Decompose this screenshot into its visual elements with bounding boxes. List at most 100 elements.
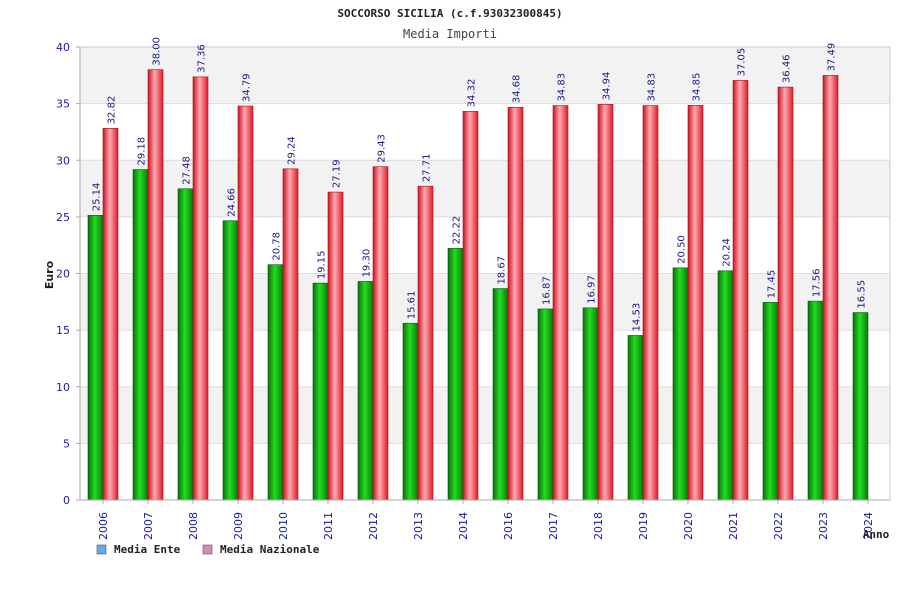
bar-value-label-media-ente: 20.50 xyxy=(677,235,688,264)
bar-value-label-media-nazionale: 38.00 xyxy=(152,37,163,66)
x-tick-label: 2020 xyxy=(682,512,695,540)
bar-value-label-media-ente: 14.53 xyxy=(632,303,643,332)
background-band xyxy=(80,47,890,104)
y-tick-label: 35 xyxy=(56,98,70,111)
bar-media-nazionale xyxy=(327,191,344,501)
bar-media-nazionale xyxy=(237,105,254,501)
x-axis-ticks: 2006 2007 2008 2009 2010 2011 2012 2013 2014 2016… xyxy=(97,500,875,540)
x-tick-label: 2022 xyxy=(772,512,785,540)
bar-media-ente xyxy=(132,169,149,501)
bar-value-label-media-nazionale: 27.19 xyxy=(332,159,343,188)
bar-media-nazionale xyxy=(687,105,704,501)
bar-media-nazionale xyxy=(462,111,479,501)
bar-value-label-media-ente: 16.97 xyxy=(587,275,598,304)
bar-value-label-media-nazionale: 34.94 xyxy=(602,72,613,101)
x-tick-label: 2013 xyxy=(412,512,425,540)
x-axis-label: Anno xyxy=(863,528,890,541)
bar-media-ente xyxy=(447,248,464,501)
x-tick-label: 2006 xyxy=(97,512,110,540)
bar-media-ente xyxy=(627,335,644,501)
bar-media-nazionale xyxy=(597,104,614,501)
bar-media-ente xyxy=(672,267,689,501)
y-tick-label: 40 xyxy=(56,41,70,54)
bar-media-ente xyxy=(492,288,509,501)
y-axis-label: Euro xyxy=(43,260,56,289)
bar-value-label-media-ente: 27.48 xyxy=(182,156,193,185)
bar-value-label-media-nazionale: 32.82 xyxy=(107,96,118,125)
bar-value-label-media-ente: 16.55 xyxy=(857,280,868,309)
bar-value-label-media-nazionale: 34.83 xyxy=(557,73,568,102)
bar-media-ente xyxy=(852,312,869,501)
bar-value-label-media-nazionale: 34.83 xyxy=(647,73,658,102)
x-tick-label: 2021 xyxy=(727,512,740,540)
bar-media-ente xyxy=(537,308,554,501)
bar-value-label-media-nazionale: 37.36 xyxy=(197,44,208,73)
bar-value-label-media-nazionale: 29.43 xyxy=(377,134,388,163)
y-axis-ticks: 0 5 10 15 20 25 30 35 40 xyxy=(56,41,80,507)
bar-media-ente xyxy=(267,264,284,501)
bar-media-ente xyxy=(222,220,239,501)
bar-value-label-media-ente: 25.14 xyxy=(92,183,103,212)
background-band xyxy=(80,386,890,444)
y-tick-label: 20 xyxy=(56,268,70,281)
bar-value-label-media-ente: 17.45 xyxy=(767,270,778,299)
x-tick-label: 2010 xyxy=(277,512,290,540)
bar-value-label-media-ente: 24.66 xyxy=(227,188,238,217)
legend-label-media-nazionale: Media Nazionale xyxy=(220,543,320,556)
bar-value-label-media-ente: 17.56 xyxy=(812,268,823,297)
bar-media-ente xyxy=(762,302,779,501)
bar-media-nazionale xyxy=(507,106,524,501)
bar-media-ente xyxy=(87,214,104,501)
x-tick-label: 2011 xyxy=(322,512,335,540)
x-tick-label: 2009 xyxy=(232,512,245,540)
bar-media-nazionale xyxy=(372,166,389,501)
bar-value-label-media-ente: 29.18 xyxy=(137,137,148,166)
legend-swatch-media-nazionale xyxy=(202,544,213,555)
bar-value-label-media-nazionale: 34.32 xyxy=(467,79,478,108)
chart-subtitle: Media Importi xyxy=(403,27,497,41)
x-tick-label: 2012 xyxy=(367,512,380,540)
chart-title: SOCCORSO SICILIA (c.f.93032300845) xyxy=(337,7,562,20)
x-tick-label: 2007 xyxy=(142,512,155,540)
bar-media-ente xyxy=(717,270,734,501)
bar-value-labels: 25.14 32.82 29.18 38.00 27.48 37.36 24.66 34.79… xyxy=(92,37,868,331)
bar-value-label-media-ente: 19.15 xyxy=(317,250,328,279)
bar-value-label-media-nazionale: 34.68 xyxy=(512,75,523,104)
bar-media-nazionale xyxy=(642,105,659,501)
bar-value-label-media-nazionale: 27.71 xyxy=(422,154,433,183)
background-band xyxy=(80,273,890,331)
bar-media-ente xyxy=(177,188,194,501)
bar-value-label-media-nazionale: 34.85 xyxy=(692,73,703,102)
x-tick-label: 2017 xyxy=(547,512,560,540)
bar-value-label-media-ente: 20.78 xyxy=(272,232,283,261)
bar-media-nazionale xyxy=(552,105,569,501)
bar-media-nazionale xyxy=(822,75,839,501)
legend-swatch-media-ente xyxy=(96,544,107,555)
bar-value-label-media-ente: 22.22 xyxy=(452,216,463,245)
bar-media-nazionale xyxy=(282,168,299,501)
bar-value-label-media-ente: 18.67 xyxy=(497,256,508,285)
legend-label-media-ente: Media Ente xyxy=(114,543,181,556)
bar-media-ente xyxy=(582,307,599,501)
x-tick-label: 2014 xyxy=(457,512,470,540)
bar-value-label-media-ente: 16.87 xyxy=(542,276,553,305)
bar-value-label-media-ente: 20.24 xyxy=(722,238,733,267)
bar-value-label-media-ente: 19.30 xyxy=(362,249,373,278)
y-tick-label: 0 xyxy=(63,494,70,507)
plot-background-bands xyxy=(80,47,890,444)
x-tick-label: 2023 xyxy=(817,512,830,540)
y-tick-label: 10 xyxy=(56,381,70,394)
x-tick-label: 2016 xyxy=(502,512,515,540)
bar-value-label-media-nazionale: 37.05 xyxy=(737,48,748,77)
x-tick-label: 2008 xyxy=(187,512,200,540)
y-tick-label: 15 xyxy=(56,324,70,337)
legend: Media Ente Media Nazionale xyxy=(96,543,320,556)
bar-media-ente xyxy=(312,282,329,501)
bar-media-nazionale xyxy=(417,185,434,501)
bar-media-nazionale xyxy=(732,80,749,501)
bar-value-label-media-nazionale: 29.24 xyxy=(287,136,298,165)
bar-value-label-media-ente: 15.61 xyxy=(407,291,418,320)
bar-media-nazionale xyxy=(102,128,119,501)
